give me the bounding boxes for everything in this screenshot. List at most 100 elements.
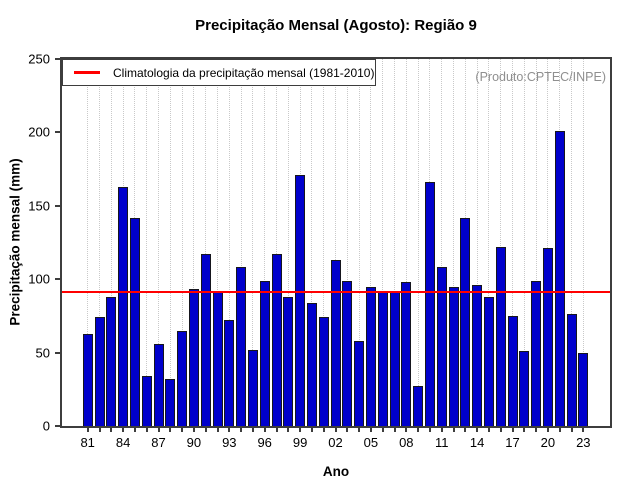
gridline-1992 xyxy=(217,59,218,426)
bar-1991 xyxy=(200,254,211,426)
x-tick-2018 xyxy=(523,426,526,432)
y-tick-200 xyxy=(55,131,62,134)
x-tick-2022 xyxy=(570,426,573,432)
gridline-1991 xyxy=(205,59,207,426)
x-tick-1988 xyxy=(169,426,172,432)
x-tick-label-2020: 20 xyxy=(540,435,556,450)
bar-2007 xyxy=(389,292,400,426)
y-tick-label-150: 150 xyxy=(28,198,50,214)
bar-1983 xyxy=(106,296,117,426)
x-tick-label-2011: 11 xyxy=(434,435,449,450)
x-tick-2016 xyxy=(499,426,502,432)
gridline-1993 xyxy=(228,59,230,426)
bar-1990 xyxy=(188,289,199,426)
x-tick-1981 xyxy=(86,426,89,432)
x-tick-1989 xyxy=(181,426,184,432)
gridline-2006 xyxy=(382,59,384,426)
x-tick-label-1981: 81 xyxy=(80,435,95,450)
bar-1996 xyxy=(259,280,270,426)
x-tick-2008 xyxy=(405,426,408,432)
legend: Climatologia da precipitação mensal (198… xyxy=(62,59,376,86)
gridline-2007 xyxy=(394,59,395,426)
x-tick-label-2023: 23 xyxy=(576,435,591,450)
gridline-1989 xyxy=(181,59,183,426)
y-tick-100 xyxy=(55,278,62,281)
x-tick-2000 xyxy=(310,426,313,432)
bar-2000 xyxy=(306,302,317,426)
y-tick-label-100: 100 xyxy=(28,271,50,287)
x-tick-label-2017: 17 xyxy=(505,435,520,450)
gridline-2014 xyxy=(476,59,478,426)
x-tick-1995 xyxy=(251,426,254,432)
x-tick-2010 xyxy=(428,426,431,432)
bar-2014 xyxy=(472,285,483,426)
x-tick-2014 xyxy=(476,426,479,432)
bar-1985 xyxy=(129,217,140,426)
x-tick-1994 xyxy=(240,426,243,432)
x-tick-label-2014: 14 xyxy=(469,435,485,450)
bar-2020 xyxy=(542,248,553,426)
gridline-2002 xyxy=(335,59,336,426)
bar-2004 xyxy=(354,340,365,426)
x-tick-1984 xyxy=(122,426,125,432)
x-tick-2007 xyxy=(393,426,396,432)
gridline-1988 xyxy=(169,59,171,426)
gridline-1987 xyxy=(158,59,159,426)
bar-2005 xyxy=(365,286,376,426)
gridline-2023 xyxy=(582,59,584,426)
y-tick-label-200: 200 xyxy=(28,124,50,140)
x-tick-label-1984: 84 xyxy=(115,435,131,450)
x-tick-label-1996: 96 xyxy=(257,435,272,450)
bar-2015 xyxy=(483,296,494,426)
gridline-1994 xyxy=(240,59,242,426)
x-tick-2017 xyxy=(511,426,514,432)
bar-2001 xyxy=(318,317,329,426)
gridline-2011 xyxy=(441,59,443,426)
x-tick-1985 xyxy=(133,426,136,432)
bar-1986 xyxy=(141,376,152,426)
plot-area: Climatologia da precipitação mensal (198… xyxy=(28,52,612,450)
gridline-1997 xyxy=(276,59,277,426)
x-tick-2011 xyxy=(440,426,443,432)
bar-1984 xyxy=(118,186,129,426)
bar-2006 xyxy=(377,290,388,426)
x-tick-2015 xyxy=(487,426,490,432)
gridline-1995 xyxy=(252,59,254,426)
bar-2013 xyxy=(460,217,471,426)
x-tick-label-2002: 02 xyxy=(328,435,343,450)
bar-2010 xyxy=(424,182,435,426)
gridline-2015 xyxy=(488,59,490,426)
gridline-1981 xyxy=(87,59,89,426)
gridline-2004 xyxy=(358,59,360,426)
y-tick-50 xyxy=(55,351,62,354)
x-tick-1982 xyxy=(98,426,101,432)
gridline-1983 xyxy=(110,59,112,426)
bar-2018 xyxy=(519,351,530,426)
bar-2019 xyxy=(531,280,542,426)
bar-2008 xyxy=(401,282,412,426)
bar-2022 xyxy=(566,314,577,426)
x-tick-1991 xyxy=(204,426,207,432)
x-tick-2001 xyxy=(322,426,325,432)
annotation-produto: (Produto:CPTEC/INPE) xyxy=(475,70,606,84)
x-tick-1987 xyxy=(157,426,160,432)
gridline-2009 xyxy=(417,59,419,426)
gridline-1990 xyxy=(193,59,195,426)
x-tick-2023 xyxy=(582,426,585,432)
x-tick-2006 xyxy=(381,426,384,432)
chart-title: Precipitação Mensal (Agosto): Região 9 xyxy=(195,17,477,34)
gridline-2016 xyxy=(500,59,502,426)
gridline-2020 xyxy=(547,59,549,426)
y-tick-label-0: 0 xyxy=(42,418,50,434)
x-tick-label-2008: 08 xyxy=(399,435,414,450)
bar-2016 xyxy=(495,246,506,426)
gridline-2017 xyxy=(512,59,513,426)
x-tick-1990 xyxy=(192,426,195,432)
x-tick-1986 xyxy=(145,426,148,432)
x-tick-1992 xyxy=(216,426,219,432)
legend-label: Climatologia da precipitação mensal (198… xyxy=(113,65,375,80)
bar-1982 xyxy=(94,317,105,426)
x-tick-label-1987: 87 xyxy=(151,435,166,450)
bar-1999 xyxy=(295,174,306,426)
